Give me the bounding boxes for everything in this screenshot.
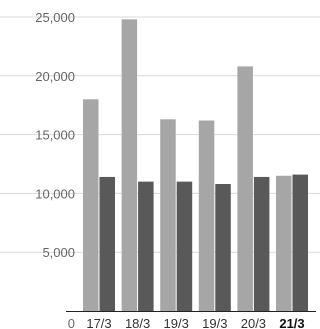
bar-series-1: [276, 175, 292, 311]
bar-series-1: [237, 66, 253, 311]
x-category-label: 17/3: [86, 316, 111, 329]
bar-series-2: [215, 183, 231, 311]
bar-series-2: [176, 181, 193, 311]
x-category-label: 21/3: [279, 316, 304, 329]
bars: [83, 19, 308, 312]
x-category-label: 19/3: [202, 316, 227, 329]
bar-series-1: [198, 120, 215, 311]
bar-series-2: [292, 174, 308, 311]
bar-series-1: [121, 19, 138, 312]
y-tick-label: 15,000: [35, 128, 75, 143]
y-tick-label: 25,000: [35, 10, 75, 25]
x-category-label: 19/3: [164, 316, 189, 329]
x-category-label: 20/3: [241, 316, 266, 329]
y-tick-label: 0: [68, 316, 75, 329]
bar-series-1: [83, 99, 99, 311]
y-tick-labels: 0 5,000 10,000 15,000 20,000 25,000: [35, 10, 75, 329]
y-tick-label: 20,000: [35, 69, 75, 84]
bar-series-2: [138, 181, 154, 311]
x-category-label: 18/3: [125, 316, 150, 329]
bar-series-1: [160, 119, 176, 311]
bar-series-2: [253, 176, 270, 311]
x-category-labels: 17/3 18/3 19/3 19/3 20/3 21/3: [86, 316, 304, 329]
bar-series-2: [99, 176, 115, 311]
y-tick-label: 10,000: [35, 186, 75, 201]
y-tick-label: 5,000: [42, 245, 75, 260]
